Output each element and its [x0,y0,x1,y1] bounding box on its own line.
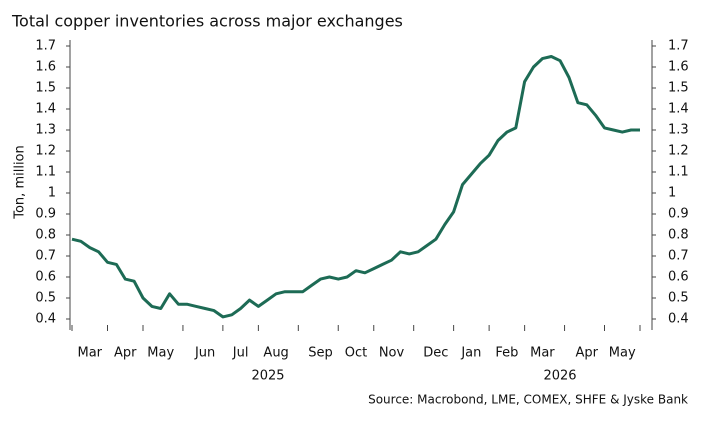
x-tick-label: Apr [576,346,599,361]
y-tick-label: 0.7 [35,249,56,264]
x-tick-label: Dec [423,346,448,361]
y2-tick-label: 0.7 [668,249,689,264]
data-line [71,55,640,319]
x-tick-label: Mar [77,346,102,361]
source: Source: Macrobond, LME, COMEX, SHFE & Jy… [368,393,688,407]
x-tick-label: Aug [263,346,288,361]
y-tick-label: 0.9 [35,207,56,222]
x-tick-label: Jan [460,346,481,361]
x-tick-label: Oct [345,346,367,361]
chart-title: Total copper inventories across major ex… [11,12,403,31]
y2-tick-label: 1.6 [668,60,689,75]
x-tick-label: Mar [530,346,555,361]
y2-tick-label: 0.5 [668,291,689,306]
y2-tick-label: 0.8 [668,228,689,243]
y-tick-label: 1.2 [35,144,56,159]
y-tick-label: 0.5 [35,291,56,306]
year-label: 2025 [251,369,284,384]
x-tick-label: Apr [114,346,137,361]
y2-tick-label: 1.3 [668,123,689,138]
y-axis-label: Ton, million [13,145,28,220]
x-tick-label: Nov [379,346,405,361]
y-tick-label: 1.6 [35,60,56,75]
y-tick-label: 0.8 [35,228,56,243]
x-tick-label: Feb [495,346,518,361]
x-tick-label: Sep [308,346,333,361]
y-tick-label: 1.5 [35,81,56,96]
x-tick-label: May [609,346,636,361]
y2-tick-label: 0.9 [668,207,689,222]
y2-tick-label: 0.4 [668,312,689,327]
y-tick-label: 1.4 [35,102,56,117]
y2-tick-label: 0.6 [668,270,689,285]
x-tick-label: Jul [232,346,249,361]
y-tick-label: 0.4 [35,312,56,327]
y-tick-label: 1.7 [35,39,56,54]
y2-tick-label: 1.5 [668,81,689,96]
y2-tick-label: 1.1 [668,165,689,180]
x-tick-label: May [147,346,174,361]
y2-tick-label: 1.4 [668,102,689,117]
y-tick-label: 1.1 [35,165,56,180]
y-tick-label: 1.3 [35,123,56,138]
y2-tick-label: 1 [668,186,676,201]
y-tick-label: 0.6 [35,270,56,285]
y2-tick-label: 1.2 [668,144,689,159]
y-tick-label: 1 [48,186,56,201]
y2-tick-label: 1.7 [668,39,689,54]
year-label: 2026 [543,369,576,384]
x-tick-label: Jun [194,346,215,361]
